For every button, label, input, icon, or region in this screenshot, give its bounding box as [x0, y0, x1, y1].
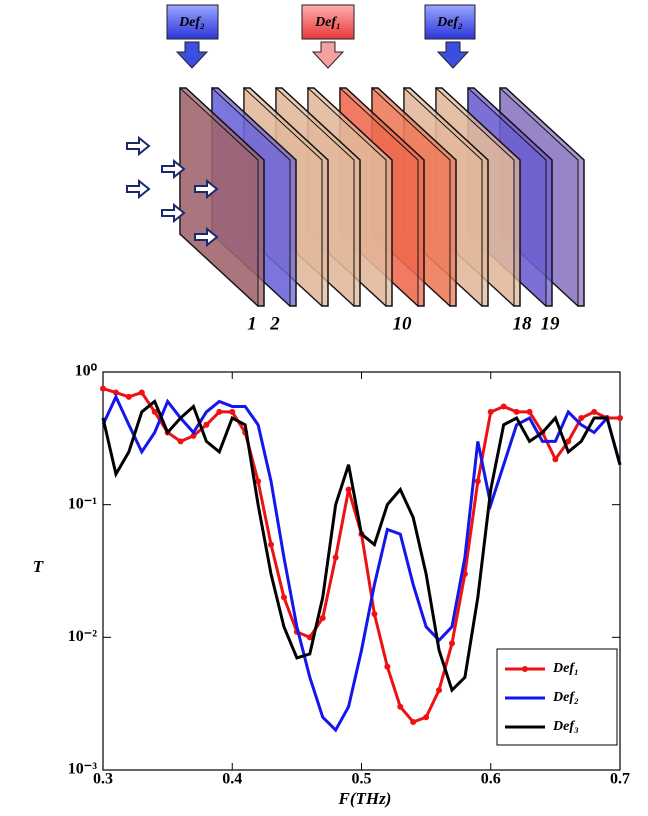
marker	[125, 393, 132, 400]
marker	[216, 408, 223, 415]
defect-box: Def₂	[424, 4, 476, 69]
x-tick-label: 0.3	[93, 771, 113, 788]
marker	[229, 408, 236, 415]
marker	[591, 408, 598, 415]
y-axis-label: T	[33, 557, 44, 576]
y-tick-label: 10⁻³	[68, 761, 97, 778]
marker	[423, 714, 430, 721]
defect-box: Def₁	[301, 4, 355, 69]
marker	[100, 385, 106, 392]
defect-box: Def₂	[166, 4, 219, 69]
marker	[268, 541, 275, 548]
layer-label: 10	[393, 313, 413, 334]
marker	[319, 614, 326, 621]
marker	[151, 408, 158, 415]
structure-diagram: Def₂ Def₁ Def₂ 1 2 10 18 19	[126, 4, 585, 334]
legend-marker	[522, 666, 528, 672]
marker	[410, 719, 417, 726]
x-tick-label: 0.7	[610, 771, 630, 788]
marker	[384, 663, 391, 670]
slabs	[179, 86, 585, 308]
marker	[578, 415, 585, 422]
defect-label: Def₂	[178, 15, 205, 30]
incident-arrows	[126, 135, 219, 248]
chart: F(THz) T 0.3 0.4 0.5 0.6 0.7 10⁻³ 10⁻² 10⁻¹ 10⁰ D…	[33, 363, 630, 808]
legend-label: Def₃	[552, 719, 579, 734]
marker	[306, 634, 313, 641]
x-tick-label: 0.5	[352, 771, 372, 788]
marker	[177, 438, 184, 445]
marker	[474, 478, 481, 485]
y-tick-label: 10⁻²	[68, 628, 97, 645]
marker	[565, 438, 572, 445]
marker	[138, 389, 145, 396]
marker	[345, 486, 352, 493]
marker	[552, 456, 559, 463]
marker	[280, 594, 287, 601]
line-series	[101, 393, 622, 733]
layer-label: 1	[247, 313, 257, 334]
marker	[617, 415, 623, 422]
layer-label: 2	[269, 313, 280, 334]
x-tick-label: 0.6	[481, 771, 501, 788]
y-tick-label: 10⁻¹	[68, 495, 97, 512]
line-series	[101, 399, 622, 693]
legend-label: Def₁	[552, 661, 579, 676]
defect-label: Def₂	[436, 15, 463, 30]
marker	[487, 408, 494, 415]
legend-label: Def₂	[552, 690, 579, 705]
marker	[255, 478, 262, 485]
x-axis-label: F(THz)	[338, 789, 392, 808]
defect-label: Def₁	[314, 15, 341, 30]
marker	[332, 554, 339, 561]
layer-label: 19	[541, 313, 561, 334]
marker	[526, 408, 533, 415]
marker	[436, 687, 443, 694]
x-tick-label: 0.4	[222, 771, 242, 788]
marker	[190, 432, 197, 439]
marker	[371, 610, 378, 617]
layer-label: 18	[513, 313, 533, 334]
marker	[203, 421, 210, 428]
marker	[397, 703, 404, 710]
marker	[513, 408, 520, 415]
y-tick-label: 10⁰	[75, 363, 98, 380]
marker	[500, 403, 507, 410]
marker	[448, 640, 455, 647]
slab-face	[179, 86, 259, 308]
marker	[112, 389, 119, 396]
